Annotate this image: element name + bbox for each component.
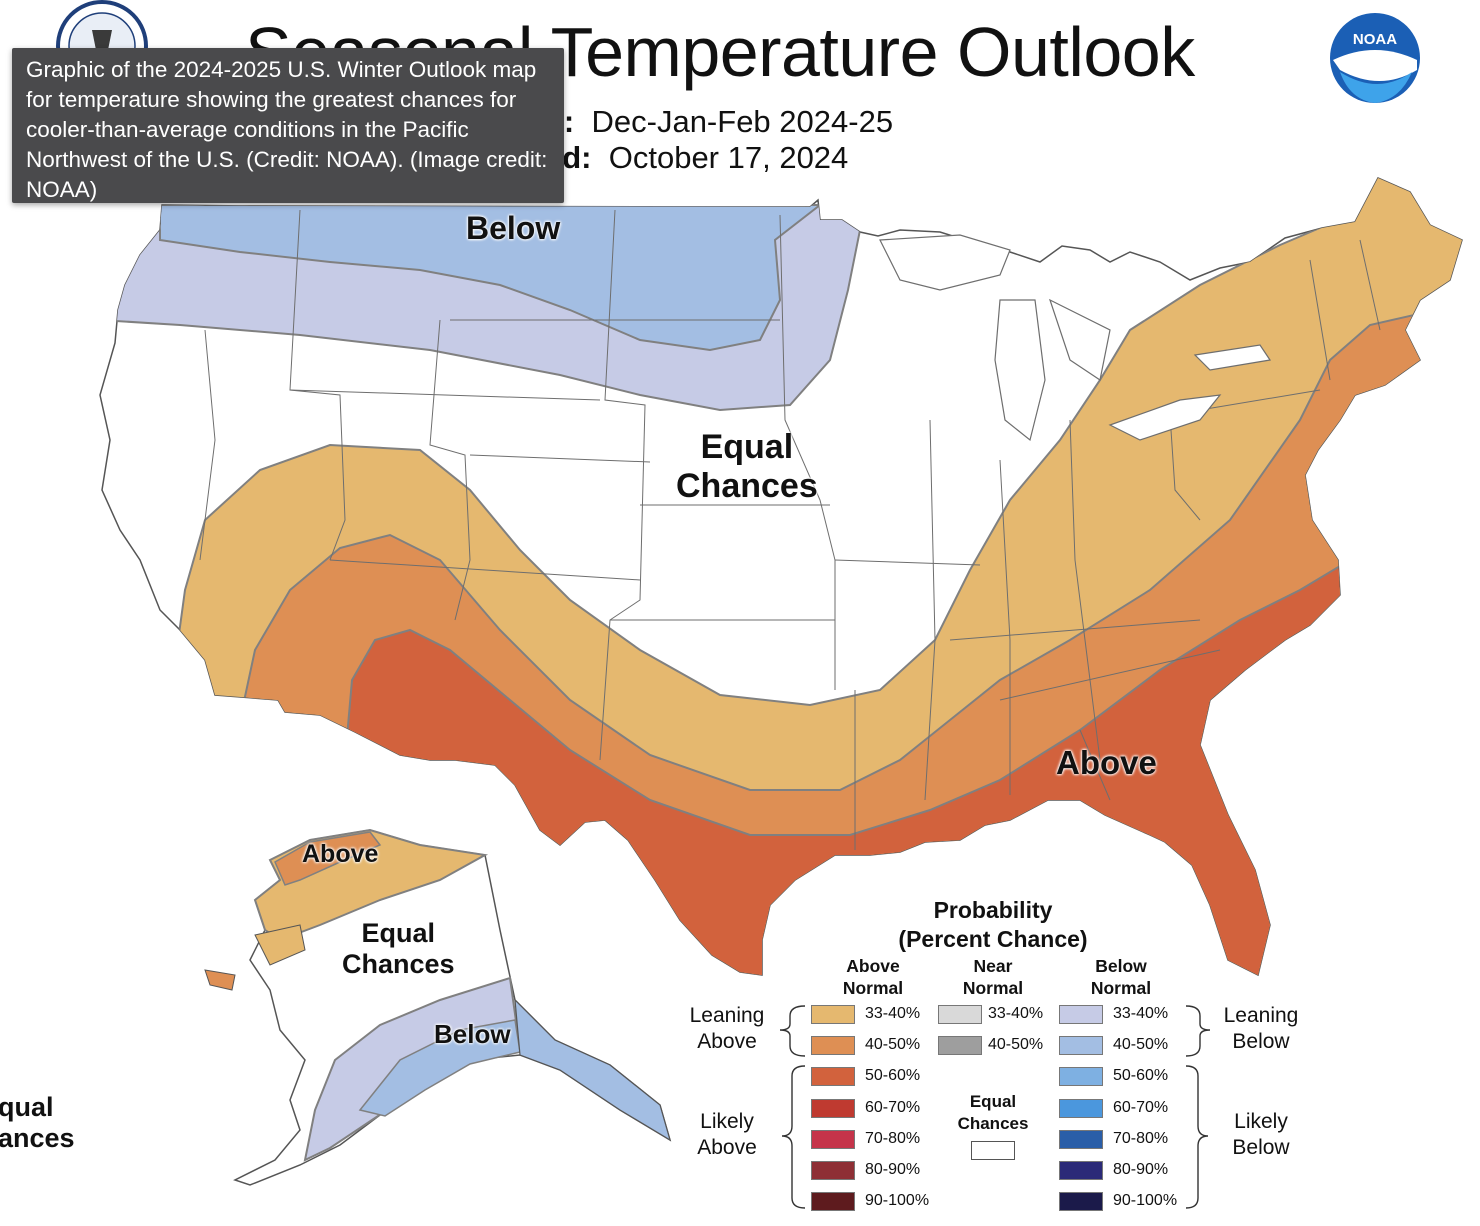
legend-near-swatch-label: 33-40% [988, 1005, 1044, 1022]
legend-leaning-above: Leaning Above [689, 1004, 765, 1053]
legend-above-swatch-label: 33-40% [865, 1005, 921, 1022]
legend-below-swatch-label: 33-40% [1113, 1005, 1169, 1022]
noaa-logo-text: NOAA [1353, 31, 1397, 48]
legend-above-swatch [811, 1099, 855, 1118]
legend-below-swatch [1059, 1099, 1103, 1118]
state-boundaries [199, 209, 1381, 850]
legend-above-swatch [811, 1067, 855, 1086]
legend-title: Probability (Percent Chance) [898, 897, 1088, 952]
legend-near-swatch [938, 1005, 982, 1024]
legend-col-near: Near Normal [962, 956, 1024, 998]
legend-above-swatch [811, 1036, 855, 1055]
issued-line: ed: October 17, 2024 [545, 140, 848, 176]
legend-equal-swatch [971, 1141, 1015, 1160]
legend-above-swatch [811, 1130, 855, 1149]
legend-col-above: Above Normal [842, 956, 904, 998]
legend-equal-chances: Equal Chances [957, 1092, 1029, 1133]
legend-above-swatch [811, 1192, 855, 1211]
legend-likely-below: Likely Below [1232, 1110, 1290, 1159]
alaska [204, 828, 672, 1186]
legend-above-swatch-label: 50-60% [865, 1067, 921, 1084]
legend-likely-above: Likely Above [697, 1110, 757, 1159]
legend-below-swatch-label: 60-70% [1113, 1099, 1169, 1116]
legend-below-swatch [1059, 1130, 1103, 1149]
legend-below-swatch-label: 40-50% [1113, 1036, 1169, 1053]
label-equal-chances: Equal Chances [676, 428, 818, 506]
label-alaska-below: Below [434, 1019, 511, 1049]
noaa-logo-icon: NOAA [1330, 13, 1420, 103]
legend-above-swatch [811, 1161, 855, 1180]
label-alaska-equal: Equal Chances [342, 918, 455, 980]
legend-below-swatch-label: 70-80% [1113, 1130, 1169, 1147]
below-40-50-region [159, 204, 823, 352]
label-alaska-above: Above [302, 840, 379, 868]
legend-braces [779, 1005, 1211, 1209]
legend-above-swatch [811, 1005, 855, 1024]
legend-below-swatch-label: 50-60% [1113, 1067, 1169, 1084]
legend-col-below: Below Normal [1090, 956, 1152, 998]
label-hawaii-equal: qual ances [0, 1092, 75, 1154]
label-below-north: Below [466, 210, 561, 246]
legend-below-swatch-label: 80-90% [1113, 1161, 1169, 1178]
legend-below-swatch [1059, 1036, 1103, 1055]
legend-leaning-below: Leaning Below [1223, 1004, 1299, 1053]
legend-near-swatch [938, 1036, 982, 1055]
great-lakes [879, 234, 1272, 442]
legend-below-swatch [1059, 1067, 1103, 1086]
valid-line: d: Dec-Jan-Feb 2024-25 [545, 104, 893, 140]
legend-below-swatch [1059, 1192, 1103, 1211]
legend-above-swatch-label: 80-90% [865, 1161, 921, 1178]
legend-below-swatch [1059, 1005, 1103, 1024]
legend-above-swatch-label: 70-80% [865, 1130, 921, 1147]
image-caption-tooltip: Graphic of the 2024-2025 U.S. Winter Out… [12, 48, 564, 203]
legend-below-swatch [1059, 1161, 1103, 1180]
legend-above-swatch-label: 60-70% [865, 1099, 921, 1116]
legend-below-swatch-label: 90-100% [1113, 1192, 1178, 1209]
legend-near-swatch-label: 40-50% [988, 1036, 1044, 1053]
legend-above-swatch-label: 90-100% [865, 1192, 930, 1209]
issued-value: October 17, 2024 [608, 140, 849, 175]
valid-value: Dec-Jan-Feb 2024-25 [591, 104, 894, 139]
label-above-south: Above [1056, 744, 1157, 781]
legend-above-swatch-label: 40-50% [865, 1036, 921, 1053]
